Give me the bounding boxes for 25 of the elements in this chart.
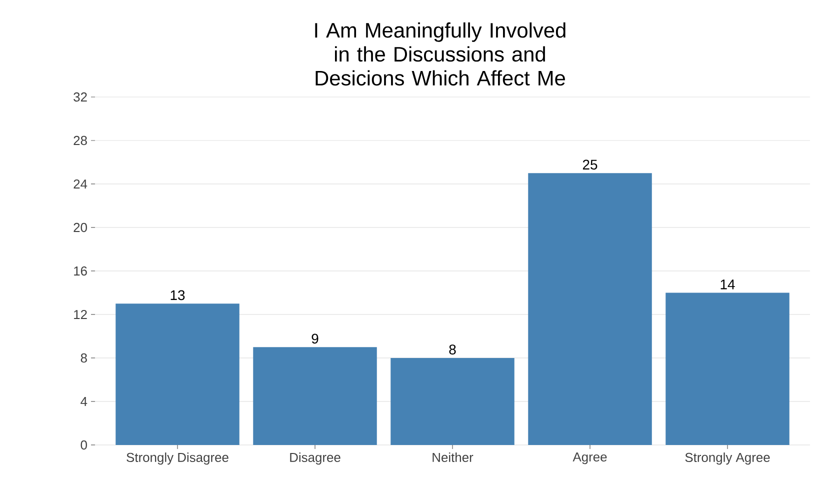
bar (390, 358, 514, 445)
y-tick-label: 8 (80, 353, 87, 363)
y-tick-label: 20 (74, 222, 87, 232)
data-label: 9 (312, 334, 318, 344)
data-label: 8 (449, 344, 456, 354)
y-tick-label: 4 (80, 397, 88, 406)
bar (666, 292, 790, 445)
data-label: 13 (170, 290, 185, 300)
data-label: 14 (720, 280, 735, 290)
x-tick-label: Strongly Disagree (126, 452, 228, 465)
y-tick-label: 16 (74, 266, 87, 276)
y-tick-label: 0 (80, 440, 87, 450)
bar (528, 173, 652, 445)
x-tick-label: Neither (432, 452, 474, 462)
y-tick-label: 32 (74, 92, 87, 102)
data-label: 25 (582, 160, 598, 170)
chart-title: I Am Meaningfully Involved in the Discussions and Desicions Which Affect Me (315, 22, 566, 86)
bar (253, 347, 377, 445)
y-tick-label: 28 (74, 136, 87, 146)
x-tick-label: Agree (572, 452, 607, 464)
bar (116, 304, 240, 445)
y-tick-label: 24 (74, 179, 88, 189)
y-tick-label: 12 (74, 310, 87, 320)
x-tick-label: Strongly Agree (685, 452, 770, 465)
x-tick-label: Disagree (290, 452, 340, 465)
